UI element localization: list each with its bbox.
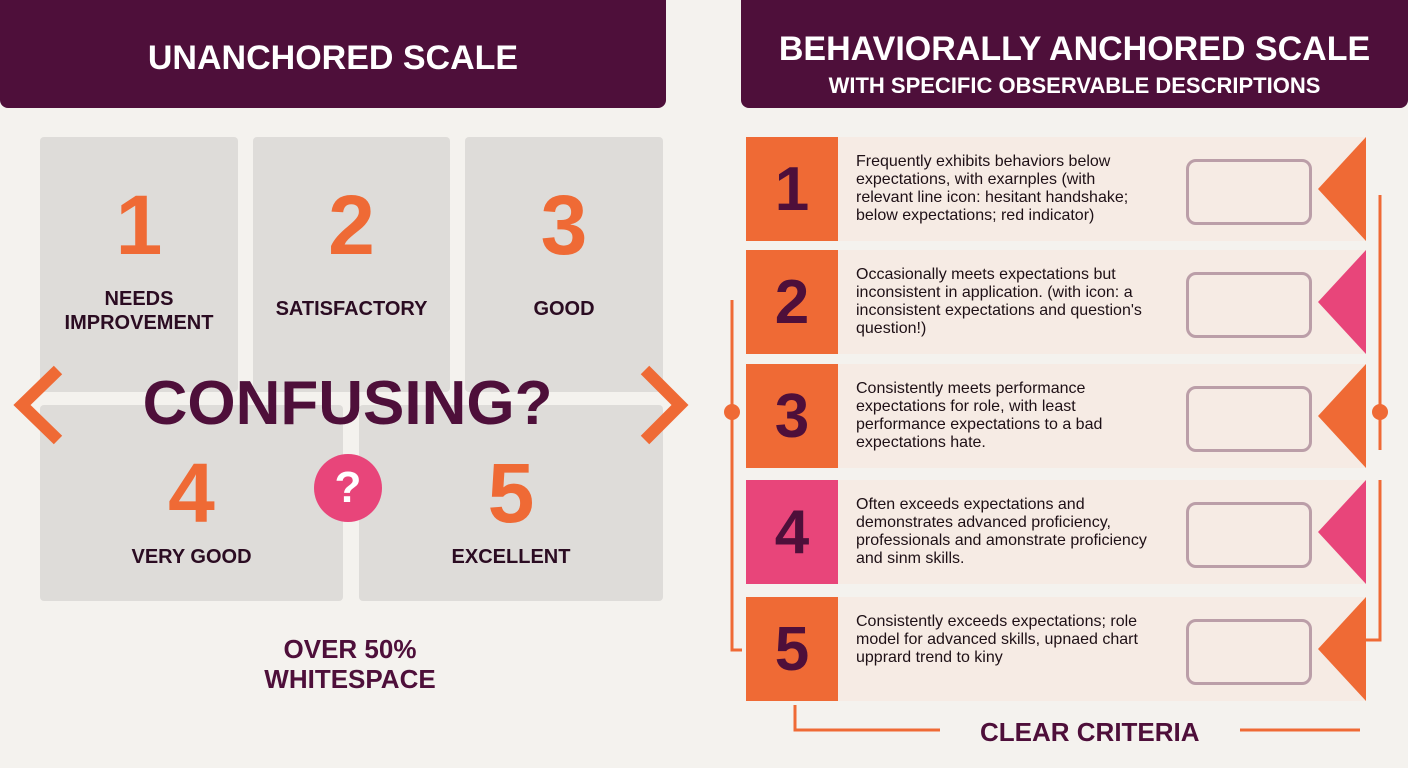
left-panel: UNANCHORED SCALE 1 NEEDS IMPROVEMENT 2 SATI… [0, 0, 695, 768]
scale-row: 5 Consistently exceeds expectations; role… [746, 597, 1366, 701]
row-number: 5 [746, 597, 838, 701]
row-accent [1318, 597, 1366, 701]
scale-cell: 4 VERY GOOD [40, 405, 343, 601]
row-icon [1186, 159, 1312, 225]
scale-row: 3 Consistently meets performance expectat… [746, 364, 1366, 468]
cell-label: NEEDS IMPROVEMENT [64, 288, 214, 334]
cell-number: 4 [168, 446, 215, 540]
scale-row: 4 Often exceeds expectations and demonstr… [746, 480, 1366, 584]
scale-cell: 3 GOOD [465, 137, 663, 392]
row-number: 3 [746, 364, 838, 468]
right-arrow [640, 365, 689, 445]
flow-dot [724, 404, 740, 420]
row-accent [1318, 364, 1366, 468]
cell-number: 1 [115, 178, 163, 272]
row-icon [1186, 619, 1312, 685]
right-header: BEHAVIORALLY ANCHORED SCALE WITH SPECIFI… [741, 0, 1408, 108]
row-icon [1186, 502, 1312, 568]
row-number: 4 [746, 480, 838, 584]
side-arrows [13, 365, 689, 445]
left-footer: OVER 50% WHITESPACE [264, 634, 436, 694]
cell-label: SATISFACTORY [275, 298, 428, 320]
question-badge: ? [314, 454, 382, 522]
row-icon [1186, 272, 1312, 338]
scale-cell: 5 EXCELLENT [359, 405, 663, 601]
row-description: Frequently exhibits behaviors below expe… [856, 153, 1129, 224]
cell-number: 3 [540, 178, 588, 272]
right-title: BEHAVIORALLY ANCHORED SCALE [778, 30, 1371, 68]
cell-label: EXCELLENT [451, 546, 571, 568]
row-description: Often exceeds expectations and demonstra… [856, 496, 1147, 567]
flow-line [730, 300, 742, 652]
right-footer: CLEAR CRITERIA [940, 716, 1240, 748]
right-subtitle: WITH SPECIFIC OBSERVABLE DESCRIPTIONS [828, 73, 1321, 98]
row-number: 2 [746, 250, 838, 354]
flow-dot [1372, 404, 1388, 420]
scale-cell: 2 SATISFACTORY [253, 137, 450, 392]
row-accent [1318, 250, 1366, 354]
overlay-text: CONFUSING? [142, 369, 553, 438]
row-number: 1 [746, 137, 838, 241]
scale-row: 1 Frequently exhibits behaviors below exp… [746, 137, 1366, 241]
scale-cell: 1 NEEDS IMPROVEMENT [40, 137, 238, 392]
row-description: Occasionally meets expectations but inco… [856, 266, 1142, 337]
scale-row: 2 Occasionally meets expectations but inc… [746, 250, 1366, 354]
left-title: UNANCHORED SCALE [0, 0, 666, 108]
cell-label: GOOD [533, 298, 595, 320]
row-description: Consistently exceeds expectations; role … [856, 613, 1138, 666]
cell-number: 2 [328, 178, 375, 272]
row-accent [1318, 480, 1366, 584]
row-icon [1186, 386, 1312, 452]
right-panel: BEHAVIORALLY ANCHORED SCALE WITH SPECIFI… [741, 0, 1408, 768]
row-accent [1318, 137, 1366, 241]
cell-number: 5 [487, 446, 535, 540]
left-arrow [13, 365, 63, 445]
row-description: Consistently meets performance expectati… [856, 380, 1103, 451]
cell-label: VERY GOOD [131, 546, 252, 568]
